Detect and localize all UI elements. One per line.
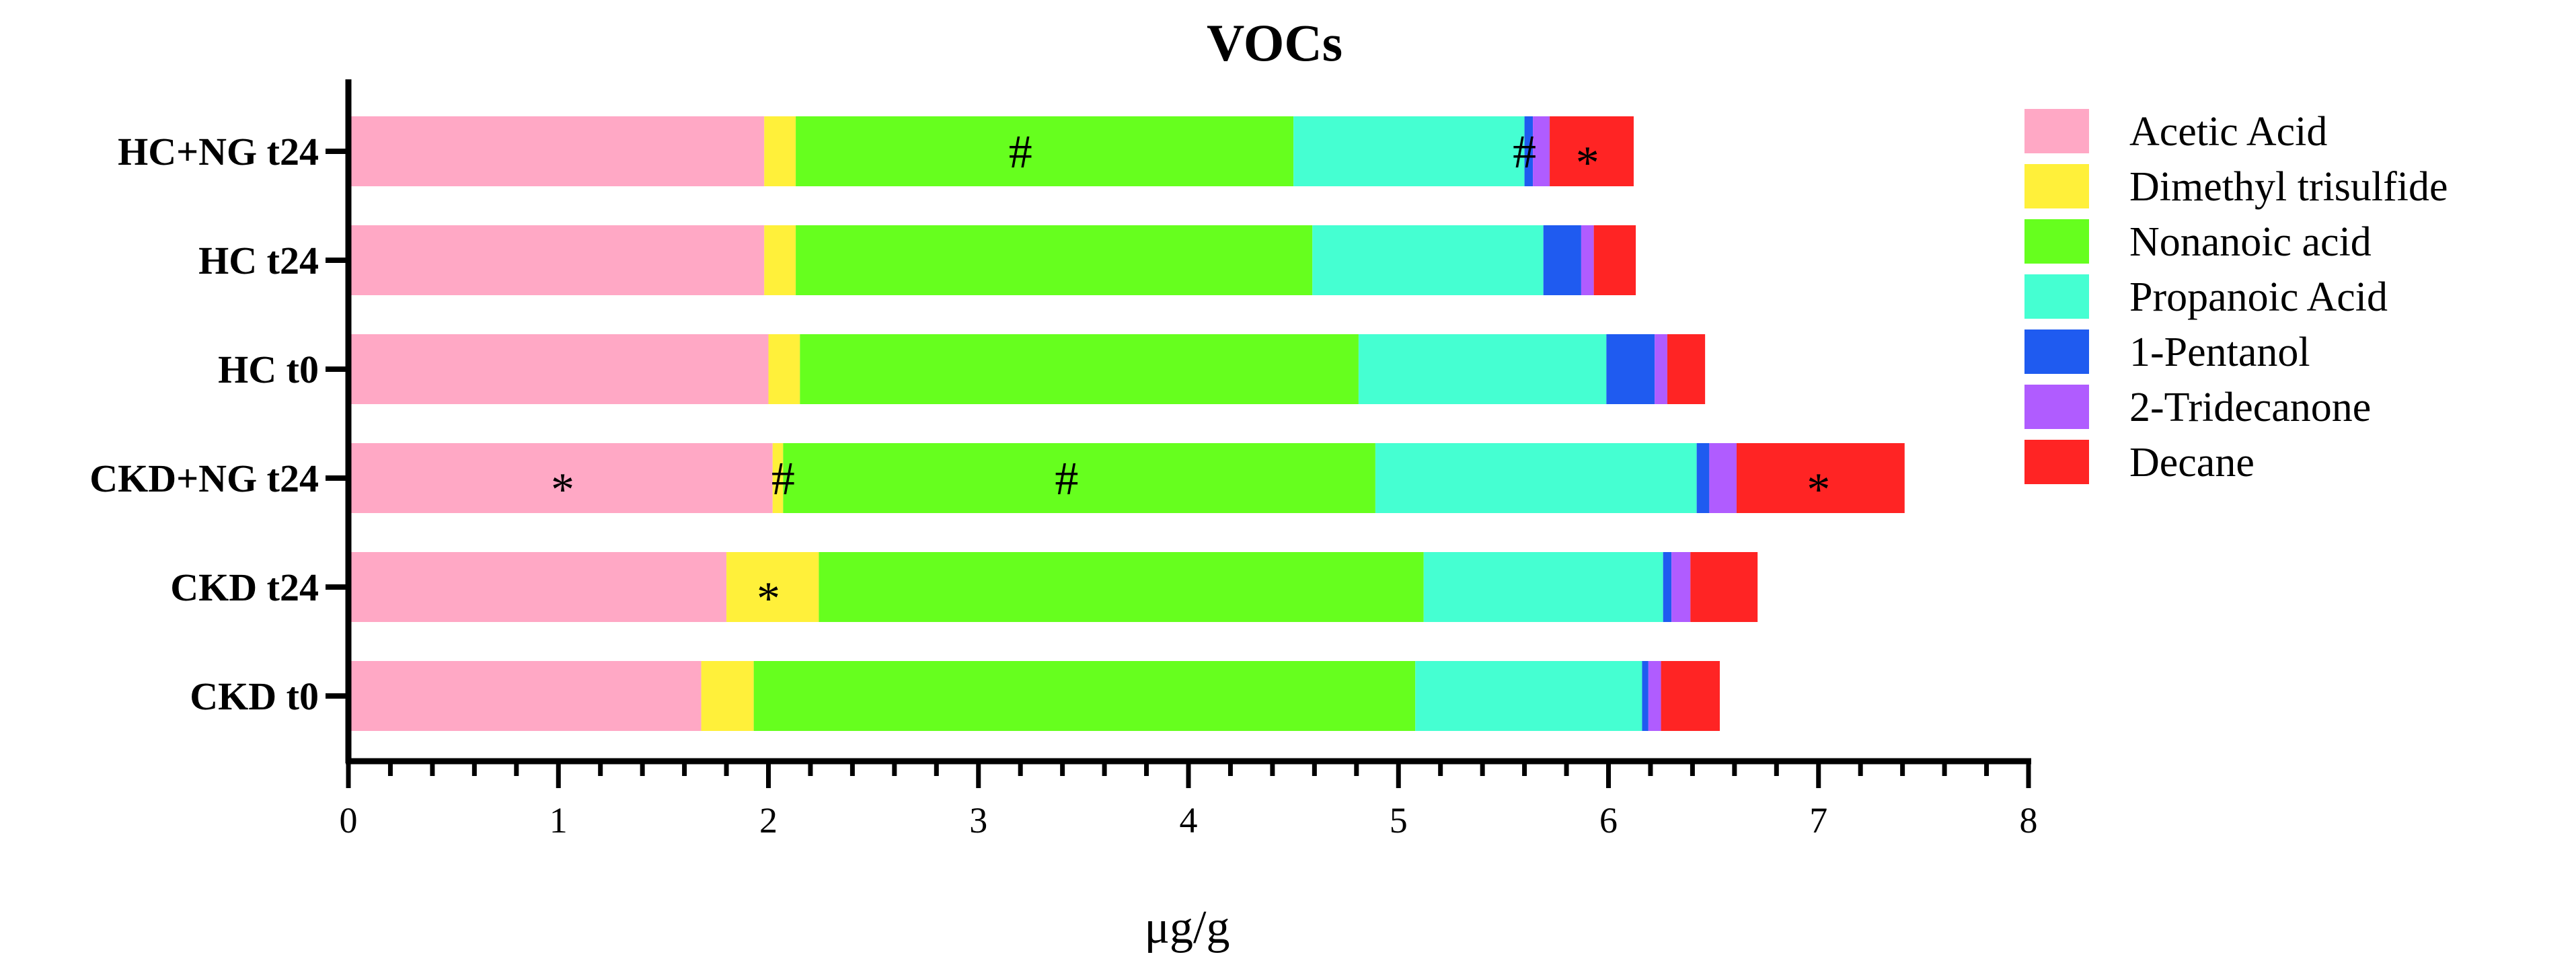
bar-hc-ng-t24-1-pentanol bbox=[1524, 116, 1533, 186]
bar-ckd-t0-propanoic-acid bbox=[1415, 661, 1642, 731]
axes-group: 0 1 2 3 4 5 6 7 8 HC+NG t24 HC t24 HC t0 CKD+NG t24 C… bbox=[89, 79, 2038, 841]
bar-hc-t24-decane bbox=[1593, 225, 1636, 295]
bar-ckd-ng-t24-propanoic-acid bbox=[1375, 443, 1697, 513]
x-tick-label: 3 bbox=[969, 800, 987, 841]
bar-hc-t24-nonanoic-acid bbox=[796, 225, 1313, 295]
significance-marker: # bbox=[1009, 126, 1032, 178]
bar-ckd-t0-nonanoic-acid bbox=[753, 661, 1416, 731]
bar-hc-ng-t24-2-tridecanone bbox=[1533, 116, 1550, 186]
bar-hc-t0-1-pentanol bbox=[1606, 334, 1655, 404]
significance-marker: # bbox=[771, 453, 795, 505]
legend-label-propanoic-acid: Propanoic Acid bbox=[2129, 274, 2388, 320]
bar-ckd-ng-t24-dimethyl-trisulfide bbox=[772, 443, 784, 513]
bar-hc-t0-nonanoic-acid bbox=[800, 334, 1359, 404]
bar-hc-t24-dimethyl-trisulfide bbox=[764, 225, 796, 295]
significance-marker: * bbox=[1807, 464, 1830, 516]
bar-hc-t0-acetic-acid bbox=[348, 334, 769, 404]
legend-label-acetic-acid: Acetic Acid bbox=[2129, 109, 2327, 155]
bar-hc-ng-t24-dimethyl-trisulfide bbox=[764, 116, 796, 186]
x-tick-label: 1 bbox=[550, 800, 568, 841]
bar-ckd-ng-t24-2-tridecanone bbox=[1709, 443, 1737, 513]
legend-swatch-propanoic-acid bbox=[2024, 274, 2089, 319]
bar-ckd-ng-t24-acetic-acid bbox=[348, 443, 773, 513]
bar-hc-t0-propanoic-acid bbox=[1358, 334, 1607, 404]
x-tick-label: 4 bbox=[1180, 800, 1198, 841]
significance-marker: # bbox=[1513, 126, 1536, 178]
bar-ckd-t24-2-tridecanone bbox=[1671, 552, 1691, 622]
legend-swatch-nonanoic-acid bbox=[2024, 219, 2089, 264]
bar-ckd-t24-decane bbox=[1690, 552, 1758, 622]
legend-label-1-pentanol: 1-Pentanol bbox=[2129, 329, 2310, 375]
category-label-ckd-ng-t24: CKD+NG t24 bbox=[89, 457, 319, 500]
bar-ckd-t0-2-tridecanone bbox=[1648, 661, 1661, 731]
bar-ckd-t0-dimethyl-trisulfide bbox=[701, 661, 754, 731]
bar-hc-t24-1-pentanol bbox=[1543, 225, 1581, 295]
bar-ckd-t0-1-pentanol bbox=[1642, 661, 1649, 731]
category-label-hc-t24: HC t24 bbox=[198, 239, 319, 282]
category-label-ckd-t0: CKD t0 bbox=[190, 674, 319, 718]
bar-ckd-ng-t24-1-pentanol bbox=[1696, 443, 1710, 513]
x-tick-label: 8 bbox=[2020, 800, 2038, 841]
significance-marker: # bbox=[1055, 453, 1078, 505]
legend-swatch-decane bbox=[2024, 440, 2089, 484]
bar-ckd-t24-1-pentanol bbox=[1663, 552, 1672, 622]
bar-ckd-ng-t24-nonanoic-acid bbox=[783, 443, 1375, 513]
legend-swatch-1-pentanol bbox=[2024, 329, 2089, 374]
legend-label-nonanoic-acid: Nonanoic acid bbox=[2129, 219, 2372, 265]
bar-ckd-t24-acetic-acid bbox=[348, 552, 727, 622]
category-label-ckd-t24: CKD t24 bbox=[170, 566, 319, 609]
bar-hc-t0-dimethyl-trisulfide bbox=[768, 334, 800, 404]
bar-ckd-t24-nonanoic-acid bbox=[819, 552, 1424, 622]
legend-label-2-tridecanone: 2-Tridecanone bbox=[2129, 385, 2371, 430]
bar-ckd-t0-decane bbox=[1661, 661, 1720, 731]
bar-hc-t0-2-tridecanone bbox=[1655, 334, 1667, 404]
legend-swatch-acetic-acid bbox=[2024, 109, 2089, 153]
x-tick-label: 2 bbox=[759, 800, 778, 841]
bar-hc-t0-decane bbox=[1667, 334, 1706, 404]
bar-ckd-t24-propanoic-acid bbox=[1423, 552, 1663, 622]
bar-ckd-t0-acetic-acid bbox=[348, 661, 702, 731]
legend: Acetic Acid Dimethyl trisulfide Nonanoic a… bbox=[2024, 109, 2448, 486]
significance-marker: * bbox=[757, 573, 780, 625]
x-tick-label: 6 bbox=[1599, 800, 1618, 841]
legend-swatch-2-tridecanone bbox=[2024, 385, 2089, 429]
significance-marker: * bbox=[1576, 137, 1599, 189]
bar-hc-ng-t24-acetic-acid bbox=[348, 116, 765, 186]
annotations-group: # # * * # # * * bbox=[551, 126, 1830, 625]
chart-title: VOCs bbox=[1207, 13, 1342, 72]
bar-hc-t24-2-tridecanone bbox=[1581, 225, 1594, 295]
bars-group bbox=[348, 116, 1905, 731]
legend-swatch-dimethyl-trisulfide bbox=[2024, 164, 2089, 208]
legend-label-decane: Decane bbox=[2129, 440, 2255, 486]
x-tick-label: 7 bbox=[1809, 800, 1827, 841]
x-tick-label: 0 bbox=[340, 800, 358, 841]
x-tick-label: 5 bbox=[1390, 800, 1408, 841]
category-label-hc-t0: HC t0 bbox=[218, 348, 319, 391]
significance-marker: * bbox=[551, 464, 574, 516]
x-axis-label: μg/g bbox=[1145, 902, 1230, 954]
bar-hc-ng-t24-decane bbox=[1550, 116, 1634, 186]
bar-hc-t24-propanoic-acid bbox=[1312, 225, 1544, 295]
bar-ckd-ng-t24-decane bbox=[1736, 443, 1905, 513]
bar-hc-ng-t24-nonanoic-acid bbox=[796, 116, 1294, 186]
bar-hc-ng-t24-propanoic-acid bbox=[1293, 116, 1525, 186]
legend-label-dimethyl-trisulfide: Dimethyl trisulfide bbox=[2129, 164, 2448, 210]
bar-ckd-t24-dimethyl-trisulfide bbox=[726, 552, 819, 622]
category-label-hc-ng-t24: HC+NG t24 bbox=[118, 130, 319, 173]
bar-hc-t24-acetic-acid bbox=[348, 225, 765, 295]
